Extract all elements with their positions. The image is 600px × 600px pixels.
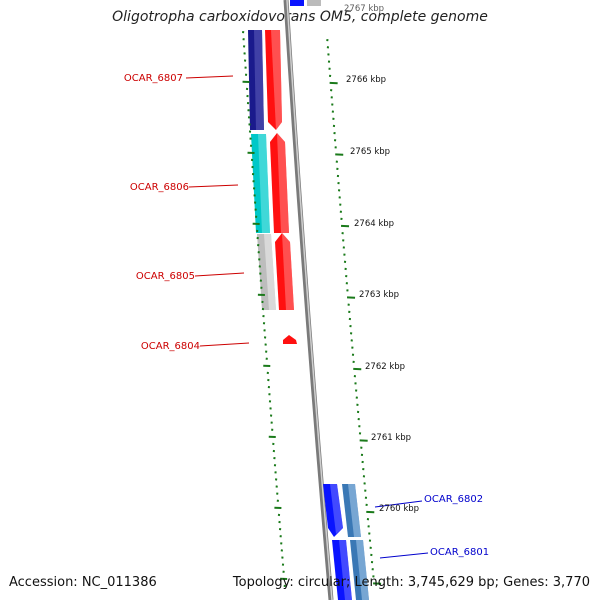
gene-ocar-6806-arrow-red-light — [277, 133, 289, 233]
leader-ocar-6807 — [185, 75, 234, 79]
gene-label-ocar-6804: OCAR_6804 — [141, 341, 200, 352]
leader-ocar-6805 — [194, 272, 245, 277]
kbp-label-2766: 2766 kbp — [346, 75, 386, 85]
kbp-label-2765: 2765 kbp — [350, 147, 390, 157]
kbp-label-2763: 2763 kbp — [359, 290, 399, 300]
genome-backbone-highlight — [286, 0, 333, 600]
leader-ocar-6804 — [199, 342, 250, 347]
leader-ocar-6801 — [379, 552, 429, 559]
gene-ocar-6802-arrow-steel-light — [348, 484, 361, 537]
gene-block-top-blue — [290, 0, 304, 6]
gene-ocar-6807-arrow-navy-light — [254, 30, 264, 130]
map-title: Oligotropha carboxidovorans OM5, complet… — [112, 9, 488, 25]
topology-text: Topology: circular; Length: 3,745,629 bp… — [232, 575, 590, 590]
gene-ocar-6805-arrow-grey-light — [264, 234, 276, 310]
kbp-label-2767: 2767 kbp — [344, 4, 384, 14]
gene-ocar-6801-arrow-blue-light — [339, 540, 352, 600]
gene-ocar-6802-arrow-blue-light — [330, 484, 343, 534]
accession-text: Accession: NC_011386 — [9, 575, 157, 590]
gene-ocar-6804-arrow-red — [283, 335, 297, 344]
gene-ocar-6801-arrow-steel-light — [356, 540, 369, 600]
kbp-label-2761: 2761 kbp — [371, 433, 411, 443]
leader-ocar-6802 — [374, 500, 423, 508]
gene-label-ocar-6801: OCAR_6801 — [430, 547, 489, 558]
scale-ticks — [241, 31, 382, 588]
kbp-label-2762: 2762 kbp — [365, 362, 405, 372]
kbp-label-2760: 2760 kbp — [379, 504, 419, 514]
gene-label-ocar-6806: OCAR_6806 — [130, 182, 189, 193]
gene-label-ocar-6805: OCAR_6805 — [136, 271, 195, 282]
genome-backbone — [283, 0, 334, 600]
gene-block-top-grey — [307, 0, 321, 6]
gene-label-ocar-6802: OCAR_6802 — [424, 494, 483, 505]
gene-ocar-6807-arrow-red-light — [271, 30, 282, 130]
kbp-label-2764: 2764 kbp — [354, 219, 394, 229]
gene-ocar-6805-arrow-red-light — [282, 233, 294, 310]
leader-ocar-6806 — [188, 184, 239, 188]
gene-ocar-6806-arrow-cyan-light — [258, 134, 270, 233]
gene-label-ocar-6807: OCAR_6807 — [124, 73, 183, 84]
